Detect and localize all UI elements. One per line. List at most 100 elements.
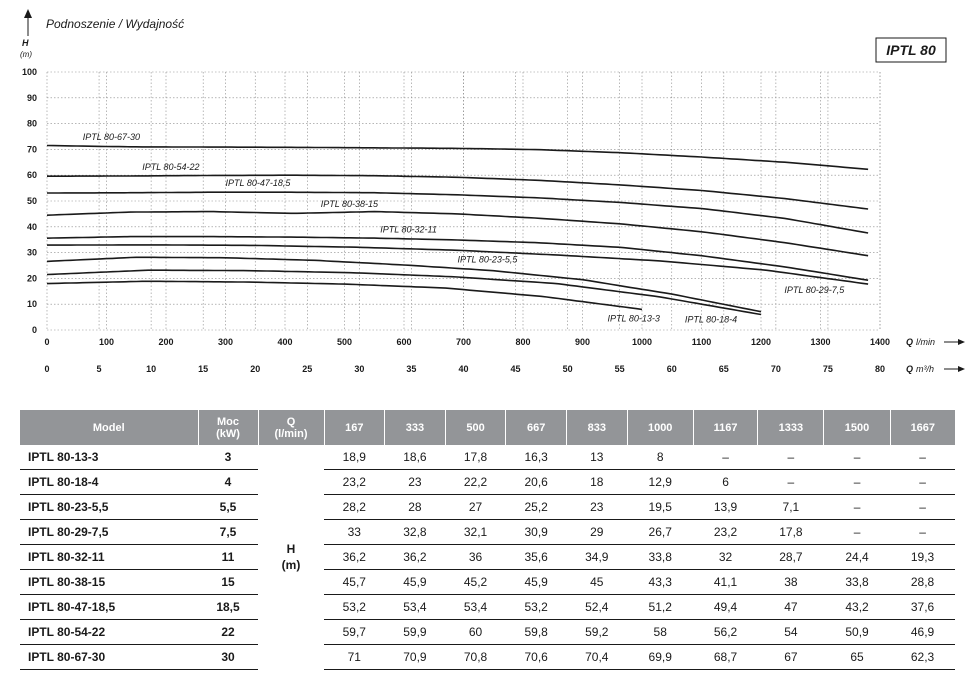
cell-head-unit: H (m): [258, 445, 324, 670]
x-tick-label-secondary: 35: [406, 364, 416, 374]
cell-head-value: 25,2: [505, 494, 567, 520]
cell-head-value: 45,2: [445, 569, 506, 595]
cell-head-value: 71: [324, 644, 385, 670]
cell-head-value: 19,5: [627, 494, 694, 520]
x-tick-label: 100: [99, 337, 114, 347]
cell-head-value: 50,9: [823, 619, 891, 645]
header-flow-value: 667: [505, 410, 567, 445]
x-tick-label-secondary: 65: [719, 364, 729, 374]
cell-head-value: 7,1: [757, 494, 824, 520]
cell-model: IPTL 80-18-4: [20, 469, 198, 495]
cell-head-value: 67: [757, 644, 824, 670]
cell-head-value: 17,8: [757, 519, 824, 545]
table-row: IPTL 80-29-7,5 7,5 33 32,8 32,1 30,9 29 26,7 23,…: [20, 519, 955, 545]
cell-head-value: –: [890, 469, 955, 495]
cell-head-value: 59,7: [324, 619, 385, 645]
table-header-row: Model Moc (kW) Q (l/min) 167 333 500 667…: [20, 410, 955, 445]
header-flow-unit: (l/min): [274, 427, 308, 440]
x-tick-label: 1200: [751, 337, 771, 347]
cell-power: 11: [198, 544, 258, 570]
y-tick-label: 30: [27, 248, 37, 258]
cell-head-value: 24,4: [823, 544, 891, 570]
header-flow: Q (l/min): [257, 410, 324, 445]
cell-power: 30: [198, 644, 258, 670]
cell-head-value: 36,2: [384, 544, 446, 570]
cell-head-value: 59,8: [505, 619, 567, 645]
performance-table-wrap: Model Moc (kW) Q (l/min) 167 333 500 667…: [20, 410, 955, 670]
cell-head-value: 65: [823, 644, 891, 670]
header-flow-value: 1500: [823, 410, 891, 445]
cell-head-value: 49,4: [693, 594, 758, 620]
y-tick-label: 0: [32, 325, 37, 335]
cell-head-value: 37,6: [890, 594, 955, 620]
x-axis-lmin-symbol: Q: [906, 337, 913, 347]
cell-head-value: –: [823, 494, 891, 520]
cell-head-value: 51,2: [627, 594, 694, 620]
cell-model: IPTL 80-13-3: [20, 445, 198, 470]
head-label: H: [286, 542, 296, 557]
cell-head-value: 16,3: [505, 445, 567, 470]
cell-head-value: 32,1: [445, 519, 506, 545]
cell-head-value: 43,2: [823, 594, 891, 620]
cell-power: 4: [198, 469, 258, 495]
cell-head-value: 53,2: [505, 594, 567, 620]
x-tick-label: 400: [277, 337, 292, 347]
x-tick-label: 1300: [810, 337, 830, 347]
curve-line: [47, 174, 869, 210]
cell-head-value: 28,2: [324, 494, 385, 520]
header-flow-value: 833: [566, 410, 628, 445]
header-flow-value: 333: [384, 410, 446, 445]
x-tick-labels-m3h: 0 5 10 15 20 25 30 35 40 45 50 55 60 65 70 75 80: [44, 364, 885, 374]
x-tick-label-secondary: 25: [302, 364, 312, 374]
cell-head-value: 45,9: [384, 569, 446, 595]
cell-head-value: 59,9: [384, 619, 446, 645]
cell-head-value: 26,7: [627, 519, 694, 545]
y-tick-label: 60: [27, 170, 37, 180]
cell-power: 18,5: [198, 594, 258, 620]
pump-performance-chart: Podnoszenie / Wydajność H (m) IPTL 80 10…: [20, 9, 965, 374]
y-tick-label: 90: [27, 93, 37, 103]
model-badge-text: IPTL 80: [886, 42, 936, 58]
cell-head-value: 32,8: [384, 519, 446, 545]
x-tick-label-secondary: 10: [146, 364, 156, 374]
table-body: IPTL 80-13-3 3 H (m) 18,9 18,6 17,8 16,3 13 8– – – –…: [20, 445, 955, 670]
y-tick-label: 40: [27, 222, 37, 232]
cell-head-value: 47: [757, 594, 824, 620]
header-flow-value: 1667: [889, 410, 955, 445]
x-tick-label: 1100: [692, 337, 712, 347]
header-power-label: Moc: [217, 415, 239, 428]
x-tick-label-secondary: 80: [875, 364, 885, 374]
cell-head-value: 46,9: [890, 619, 955, 645]
header-flow-value: 500: [444, 410, 506, 445]
curve-line: [47, 191, 869, 234]
chart-title: Podnoszenie / Wydajność: [46, 17, 184, 31]
header-power-unit: (kW): [216, 427, 240, 440]
x-axis-m3h-unit: m³/h: [916, 364, 934, 374]
curve-line: [47, 244, 869, 285]
x-tick-label: 800: [515, 337, 530, 347]
y-axis-arrow: [24, 9, 32, 36]
cell-head-value: 70,9: [384, 644, 446, 670]
cell-head-value: 18,6: [384, 445, 446, 470]
table-row: IPTL 80-47-18,5 18,5 53,2 53,4 53,4 53,2 52,4 5…: [20, 594, 955, 620]
cell-head-value: 33,8: [627, 544, 694, 570]
y-tick-label: 10: [27, 299, 37, 309]
table-row: IPTL 80-23-5,5 5,5 28,2 28 27 25,2 23 19,5 13,9 7…: [20, 494, 955, 520]
cell-model: IPTL 80-47-18,5: [20, 594, 198, 620]
cell-head-value: 23: [566, 494, 628, 520]
cell-head-value: 56,2: [693, 619, 758, 645]
curve-line: [46, 269, 762, 316]
cell-head-value: 54: [757, 619, 824, 645]
cell-head-value: 70,8: [445, 644, 506, 670]
cell-head-value: –: [757, 469, 824, 495]
cell-head-value: 52,4: [566, 594, 628, 620]
y-tick-label: 50: [27, 196, 37, 206]
x-tick-label: 600: [396, 337, 411, 347]
cell-head-value: 29: [566, 519, 628, 545]
cell-head-value: 59,2: [566, 619, 628, 645]
x-tick-label: 300: [218, 337, 233, 347]
x-axis-lmin-unit: l/min: [916, 337, 935, 347]
x-tick-label-secondary: 40: [458, 364, 468, 374]
cell-model: IPTL 80-32-11: [20, 544, 198, 570]
cell-head-value: 13: [566, 445, 628, 470]
